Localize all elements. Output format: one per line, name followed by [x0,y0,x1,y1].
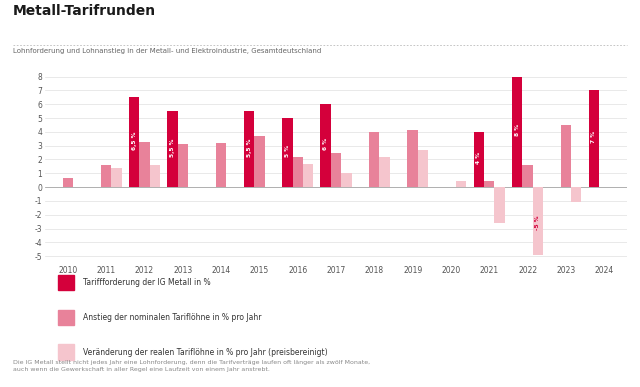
Bar [571,187,581,202]
Bar [282,118,292,187]
Bar [216,143,226,187]
Text: 8 %: 8 % [515,123,520,136]
Bar [150,165,160,187]
Text: 7 %: 7 % [591,131,596,143]
Bar [331,152,341,187]
Bar [177,144,188,187]
Bar [456,181,467,187]
Bar [254,136,264,187]
Bar [532,187,543,255]
Text: Anstieg der nominalen Tariflöhne in % pro Jahr: Anstieg der nominalen Tariflöhne in % pr… [83,313,262,322]
Text: -5 %: -5 % [536,215,540,229]
Bar [522,165,532,187]
Text: 5 %: 5 % [285,145,290,157]
Bar [321,104,331,187]
Bar [341,173,351,187]
Text: 5,5 %: 5,5 % [246,139,252,157]
Text: 5,5 %: 5,5 % [170,139,175,157]
Text: 6,5 %: 6,5 % [132,131,136,150]
Bar [484,181,495,187]
Bar [303,164,313,187]
Bar [495,187,505,223]
Bar [101,165,111,187]
Bar [63,178,73,187]
Bar [140,142,150,187]
Bar [369,132,380,187]
Text: Metall-Tarifrunden: Metall-Tarifrunden [13,4,156,18]
Bar [111,168,122,187]
Text: Veränderung der realen Tariflöhne in % pro Jahr (preisbereinigt): Veränderung der realen Tariflöhne in % p… [83,348,328,357]
Bar [512,77,522,187]
Bar [167,111,177,187]
Text: 4 %: 4 % [476,152,481,164]
Text: Lohnforderung und Lohnanstieg in der Metall- und Elektroindustrie, Gesamtdeutsch: Lohnforderung und Lohnanstieg in der Met… [13,48,321,55]
Bar [589,91,599,187]
Bar [380,157,390,187]
Text: Tariffforderung der IG Metall in %: Tariffforderung der IG Metall in % [83,278,211,287]
Text: 6 %: 6 % [323,138,328,150]
Bar [418,150,428,187]
Text: Die IG Metall stellt nicht jedes Jahr eine Lohnforderung, denn die Tarifverträge: Die IG Metall stellt nicht jedes Jahr ei… [13,360,370,372]
Bar [561,125,571,187]
Bar [292,158,303,187]
Bar [129,97,140,187]
Bar [244,111,254,187]
Bar [408,130,418,187]
Bar [474,132,484,187]
